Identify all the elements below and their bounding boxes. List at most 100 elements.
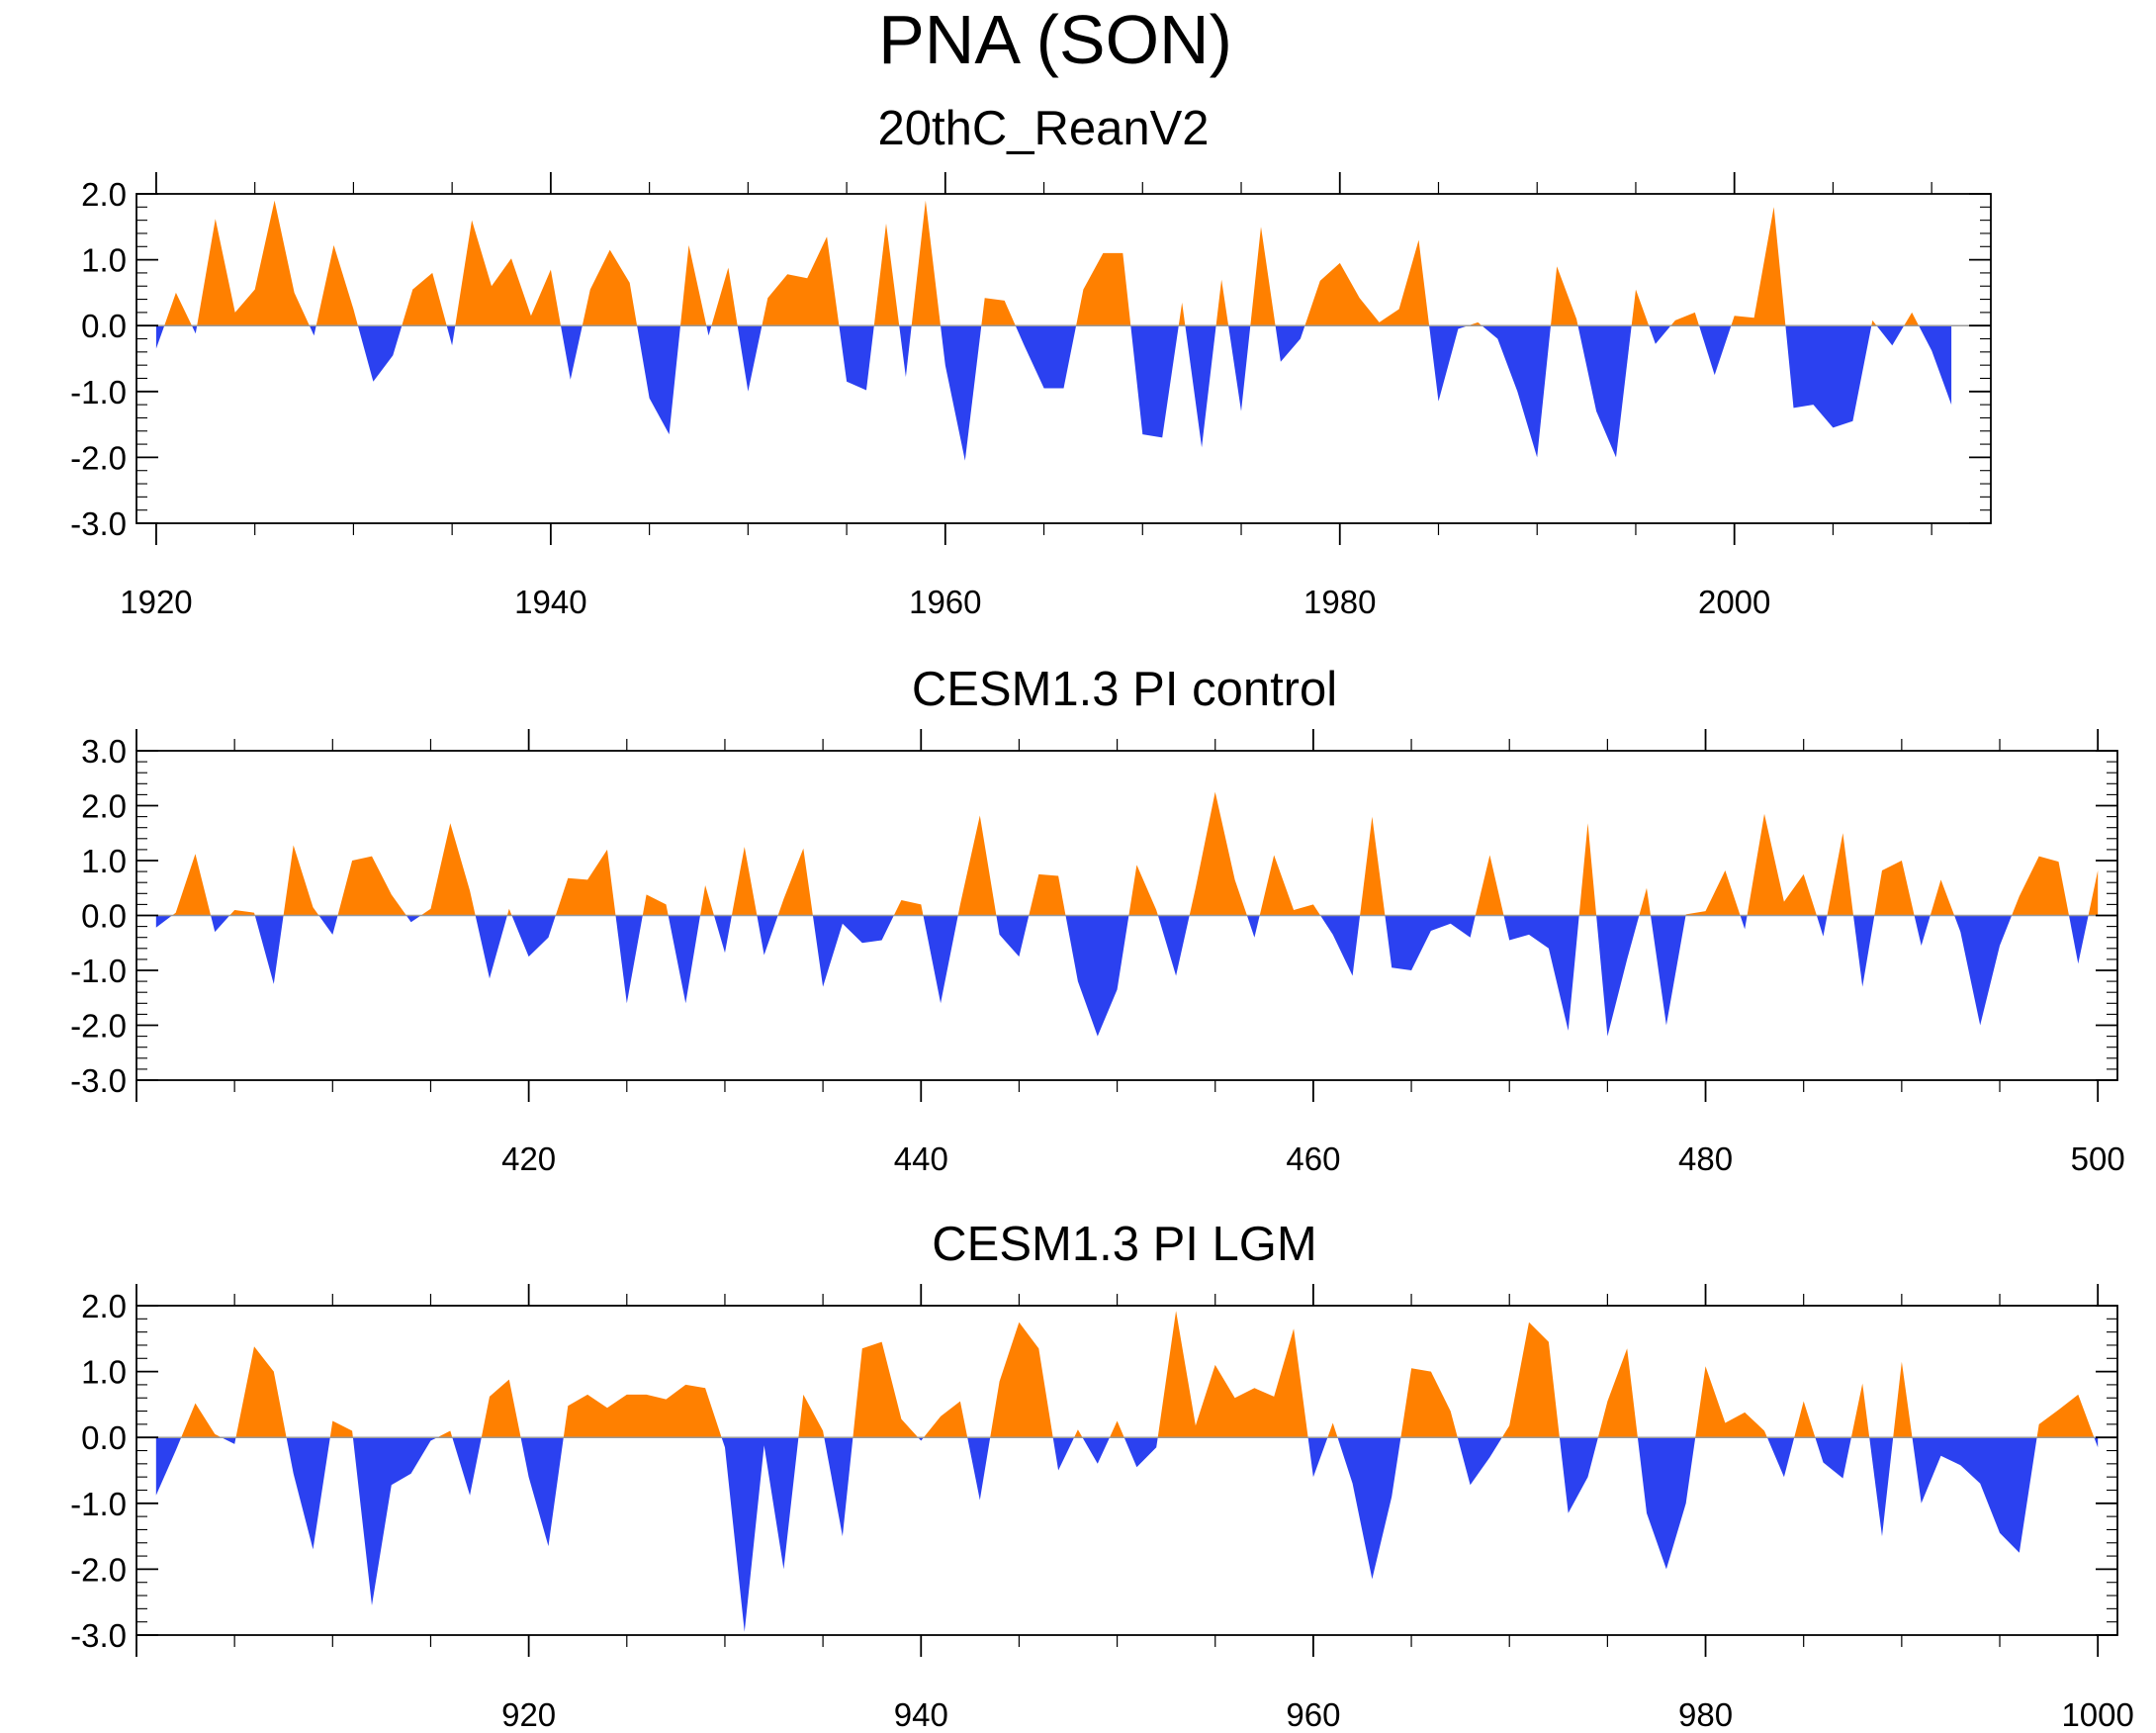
- negative-area: [352, 1437, 438, 1605]
- positive-area: [164, 292, 192, 326]
- positive-area: [582, 249, 638, 326]
- negative-area: [996, 915, 1030, 958]
- positive-area: [1893, 1361, 1913, 1438]
- y-tick-label: -2.0: [70, 439, 127, 476]
- negative-area: [1596, 915, 1640, 1037]
- negative-area: [812, 915, 894, 987]
- negative-area: [357, 325, 403, 382]
- positive-area: [1794, 1401, 1816, 1438]
- positive-area: [1074, 1429, 1083, 1438]
- x-tick-label: 1980: [1303, 584, 1376, 620]
- negative-area: [757, 915, 778, 956]
- negative-area: [2094, 1437, 2099, 1448]
- y-tick-label: -1.0: [70, 953, 127, 989]
- negative-area: [668, 915, 700, 1004]
- positive-area: [957, 815, 997, 916]
- positive-area: [1327, 1422, 1338, 1438]
- negative-area: [1912, 1437, 2037, 1553]
- positive-area: [1400, 1368, 1458, 1438]
- negative-area: [1429, 325, 1469, 402]
- main-title: PNA (SON): [878, 1, 1232, 78]
- positive-area: [1501, 1322, 1560, 1438]
- negative-area: [1649, 325, 1671, 344]
- positive-area: [1551, 266, 1578, 326]
- y-tick-label: 0.0: [81, 308, 127, 344]
- positive-area: [1178, 302, 1186, 326]
- positive-area: [1731, 207, 1786, 326]
- panel-cesm-pi-control: CESM1.3 PI control -3.0 -2.0 -1.0 0.0 1.0 2.0…: [70, 663, 2125, 1177]
- negative-area: [561, 325, 583, 380]
- y-tick-label: 3.0: [81, 733, 127, 770]
- negative-area: [318, 915, 338, 935]
- positive-area: [1747, 813, 1817, 916]
- negative-area: [155, 915, 172, 928]
- positive-area: [337, 856, 406, 916]
- negative-area: [615, 915, 643, 1004]
- y-tick-label: 0.0: [81, 898, 127, 935]
- positive-area: [923, 1401, 968, 1438]
- negative-area: [286, 1437, 330, 1550]
- positive-area: [1468, 321, 1482, 326]
- negative-area: [967, 1437, 991, 1501]
- negative-area: [1876, 325, 1905, 346]
- negative-area: [446, 325, 456, 346]
- negative-area: [1577, 325, 1632, 458]
- negative-area: [155, 1437, 182, 1496]
- panel-title: CESM1.3 PI control: [912, 663, 1337, 716]
- positive-area: [197, 200, 310, 326]
- negative-area: [1914, 915, 1931, 946]
- positive-area: [229, 910, 255, 916]
- negative-area: [1699, 325, 1732, 376]
- positive-area: [853, 1341, 919, 1438]
- negative-area: [706, 325, 712, 336]
- positive-area: [1259, 855, 1321, 916]
- positive-area: [2036, 1394, 2095, 1438]
- plot-frame: [135, 193, 1992, 524]
- x-tick-label: 440: [894, 1140, 948, 1177]
- positive-area: [642, 894, 669, 916]
- negative-area: [1185, 325, 1216, 448]
- positive-area: [1685, 870, 1741, 916]
- positive-area: [172, 854, 212, 916]
- negative-area: [1869, 1437, 1894, 1537]
- positive-area: [700, 885, 714, 916]
- positive-area: [711, 267, 738, 326]
- positive-area: [1850, 1383, 1870, 1438]
- positive-area: [455, 220, 561, 326]
- positive-area: [1250, 227, 1276, 326]
- y-tick-label: 1.0: [81, 843, 127, 879]
- positive-area: [1930, 879, 1955, 916]
- positive-area: [1475, 855, 1504, 916]
- x-tick-label: 980: [1678, 1696, 1733, 1733]
- negative-area: [1337, 1437, 1401, 1580]
- negative-area: [1816, 915, 1828, 937]
- negative-area: [1954, 915, 2013, 1026]
- positive-area: [1304, 239, 1430, 326]
- positive-area: [402, 272, 447, 326]
- negative-area: [1130, 325, 1179, 438]
- negative-area: [1228, 325, 1251, 411]
- negative-area: [918, 1437, 924, 1441]
- positive-area: [1631, 289, 1650, 326]
- negative-area: [2069, 915, 2089, 964]
- positive-area: [911, 200, 941, 326]
- negative-area: [511, 915, 556, 958]
- positive-area: [731, 847, 758, 916]
- positive-area: [1360, 816, 1386, 916]
- y-tick-label: 1.0: [81, 242, 127, 279]
- x-tick-label: 1960: [909, 584, 981, 620]
- positive-area: [555, 849, 616, 916]
- y-tick-label: 2.0: [81, 176, 127, 213]
- positive-area: [315, 244, 358, 326]
- positive-area: [1597, 1348, 1638, 1438]
- positive-area: [1110, 1420, 1124, 1438]
- x-tick-label: 460: [1286, 1140, 1340, 1177]
- negative-area: [1919, 325, 1952, 406]
- negative-area: [1740, 915, 1748, 930]
- positive-area: [1076, 252, 1131, 326]
- panel-cesm-pi-lgm: CESM1.3 PI LGM -3.0 -2.0 -1.0 0.0 1.0 2.0 920 9…: [70, 1218, 2134, 1733]
- positive-area: [1871, 319, 1877, 326]
- negative-area: [309, 325, 316, 336]
- positive-area: [1578, 823, 1597, 916]
